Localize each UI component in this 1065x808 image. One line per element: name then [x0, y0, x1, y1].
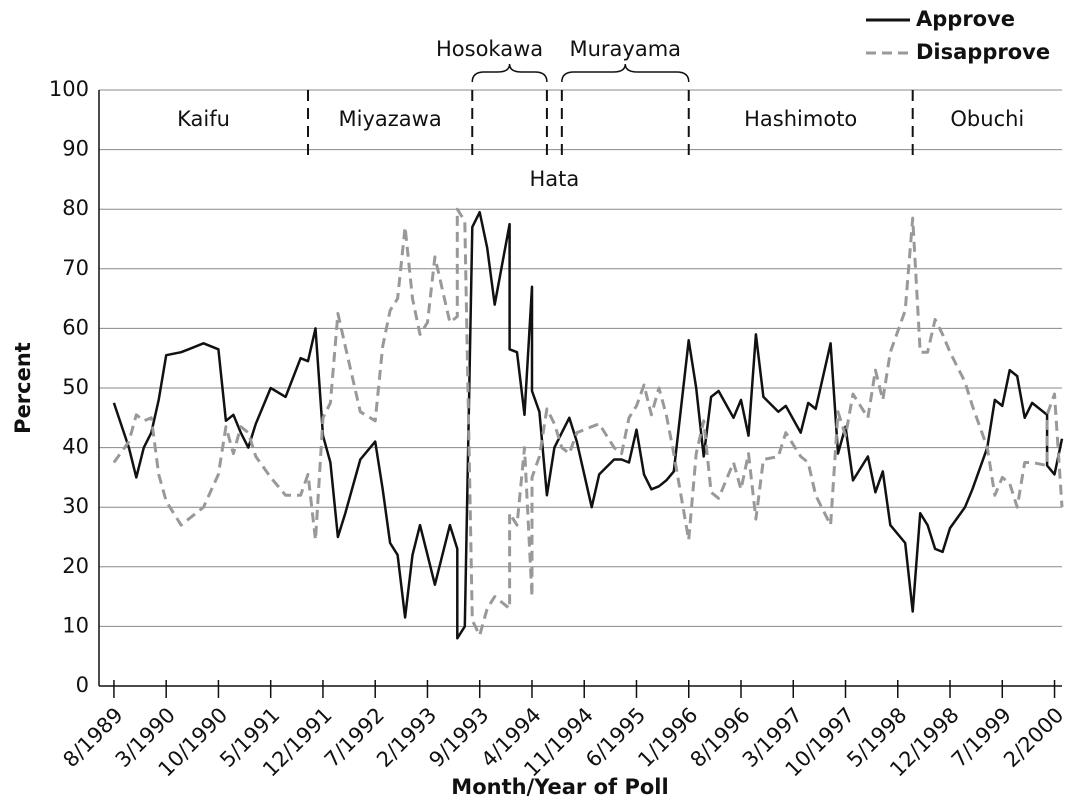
legend-label: Approve [916, 7, 1015, 31]
y-tick-label: 80 [62, 196, 89, 220]
annotation: Hata [529, 167, 579, 191]
annotation: Hosokawa [436, 37, 543, 61]
y-tick-label: 60 [62, 315, 89, 339]
y-tick-label: 10 [62, 613, 89, 637]
y-tick-label: 40 [62, 435, 89, 459]
y-tick-label: 70 [62, 256, 89, 280]
annotation: Kaifu [177, 107, 230, 131]
y-tick-label: 100 [49, 77, 89, 101]
y-tick-label: 20 [62, 554, 89, 578]
annotation: Miyazawa [339, 107, 442, 131]
legend-label: Disapprove [916, 40, 1050, 64]
y-tick-label: 30 [62, 494, 89, 518]
y-tick-label: 0 [76, 673, 89, 697]
annotation: Obuchi [950, 107, 1024, 131]
y-axis-label: Percent [11, 342, 35, 434]
annotation: Hashimoto [744, 107, 857, 131]
series-line [112, 210, 1064, 640]
y-tick-label: 90 [62, 137, 89, 161]
annotation: Murayama [570, 37, 682, 61]
y-tick-label: 50 [62, 375, 89, 399]
x-axis-label: Month/Year of Poll [451, 775, 668, 799]
series-line [112, 207, 1064, 637]
brace [561, 63, 690, 83]
brace [471, 63, 548, 83]
